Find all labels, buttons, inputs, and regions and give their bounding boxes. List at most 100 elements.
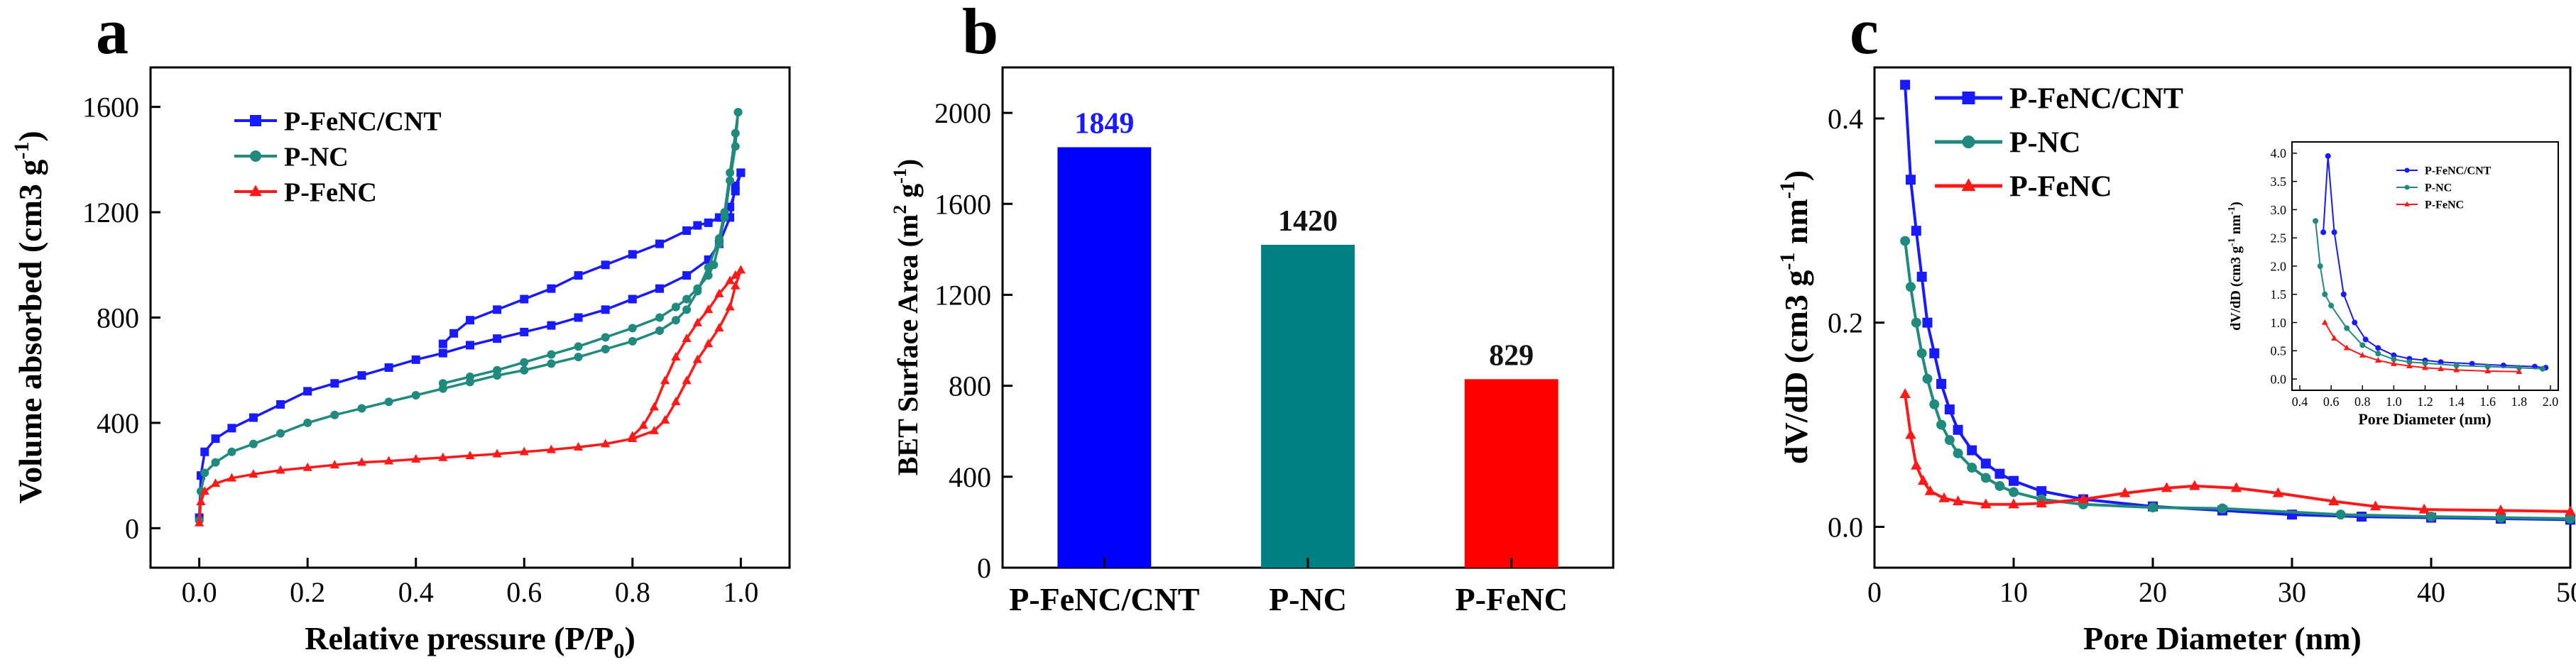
data-point-triangle (682, 375, 692, 385)
x-tick-label: 10 (1999, 576, 2028, 608)
data-point-circle (704, 271, 713, 280)
x-tick-label: 40 (2417, 576, 2445, 608)
data-point-circle (1994, 480, 2005, 491)
data-point-circle (411, 390, 420, 400)
bar-value-label: 1420 (1278, 205, 1338, 238)
legend-label: P-NC (2009, 127, 2080, 160)
data-point-circle (2469, 360, 2475, 367)
data-point-triangle (2453, 366, 2460, 373)
data-point-square (726, 202, 735, 211)
legend-marker (250, 150, 261, 162)
inset-x-axis-label: Pore Diameter (nm) (2358, 410, 2491, 428)
data-point-square (655, 284, 664, 293)
data-point-square (547, 284, 556, 293)
data-point-square (227, 424, 236, 433)
data-point-triangle (2495, 505, 2506, 515)
data-point-triangle (692, 354, 702, 363)
data-point-circle (1967, 463, 1977, 473)
data-point-circle (493, 365, 502, 375)
y-tick-label: 0.0 (1828, 511, 1863, 543)
y-tick-label: 0.0 (2271, 372, 2287, 386)
bar (1261, 244, 1355, 568)
data-point-square (357, 371, 366, 380)
x-categories-b: P-FeNC/CNT P-NC P-FeNC (1009, 558, 1568, 617)
data-point-square (1994, 468, 2005, 479)
data-point-circle (655, 326, 664, 336)
legend-label: P-FeNC/CNT (2425, 165, 2492, 177)
data-point-triangle (2321, 319, 2328, 325)
data-point-circle (2484, 363, 2491, 370)
inset-legend: P-FeNC/CNT P-NC P-FeNC (2396, 165, 2492, 211)
data-point-square (200, 447, 209, 456)
y-tick-label: 400 (949, 461, 991, 493)
data-point-triangle (736, 265, 746, 274)
data-point-circle (1953, 448, 1963, 458)
data-point-triangle (1899, 388, 1911, 399)
data-point-square (628, 294, 637, 304)
data-point-circle (1936, 419, 1947, 430)
data-point-circle (714, 239, 724, 248)
data-point-circle (211, 458, 220, 467)
data-point-circle (1905, 282, 1916, 292)
y-tick-label: 1600 (934, 188, 991, 220)
data-point-triangle (703, 338, 714, 348)
data-point-triangle (2418, 503, 2430, 514)
panel-c: c 0.0 0.2 0.4 0 10 20 30 40 50 Pore Diameter (n… (1776, 0, 2576, 656)
data-point-square (1980, 458, 1991, 469)
y-tick-label: 800 (949, 370, 991, 402)
data-point-triangle (660, 375, 670, 385)
data-point-triangle (1924, 485, 1936, 495)
data-point-square (1936, 379, 1947, 390)
data-point-circle (2391, 356, 2397, 363)
data-point-triangle (2161, 482, 2173, 492)
panel-letter-b: b (962, 0, 998, 67)
data-point-triangle (2422, 364, 2428, 370)
legend-marker (1962, 136, 1975, 148)
data-point-triangle (546, 444, 557, 453)
data-point-square (1922, 317, 1933, 328)
x-tick-label: 0.4 (398, 576, 434, 608)
y-tick-label: 4.0 (2271, 146, 2287, 160)
data-point-triangle (725, 275, 735, 285)
inset-x-ticks: 0.4 0.6 0.8 1.0 1.2 1.4 1.6 1.8 2.0 (2292, 385, 2558, 409)
legend-marker (1962, 92, 1975, 104)
data-point-triangle (2331, 335, 2337, 341)
x-category-label: P-FeNC/CNT (1009, 581, 1199, 617)
x-tick-label: 0.2 (290, 576, 325, 608)
data-point-circle (2426, 512, 2436, 522)
data-point-triangle (196, 497, 206, 506)
data-point-triangle (628, 431, 638, 440)
y-tick-label: 1.0 (2271, 316, 2287, 330)
data-point-circle (2317, 263, 2323, 269)
data-point-triangle (2230, 482, 2242, 492)
data-point-circle (2335, 509, 2346, 520)
data-point-square (303, 387, 312, 396)
data-point-circle (357, 404, 366, 413)
x-tick-label: 0.0 (182, 576, 217, 608)
data-point-triangle (492, 448, 502, 458)
data-point-triangle (200, 486, 209, 495)
data-point-square (574, 271, 583, 280)
data-point-square (574, 313, 583, 322)
series-line (2324, 321, 2519, 373)
x-tick-label: 50 (2556, 576, 2576, 608)
x-tick-label: 1.4 (2448, 395, 2465, 409)
data-point-circle (655, 313, 664, 322)
data-point-square (682, 226, 692, 236)
data-point-triangle (2374, 357, 2381, 363)
legend-marker (2404, 167, 2410, 173)
data-point-square (628, 250, 637, 259)
data-point-circle (2331, 229, 2337, 236)
x-tick-label: 0.8 (615, 576, 650, 608)
data-point-circle (2375, 351, 2381, 357)
data-point-circle (227, 447, 236, 456)
x-axis-label-c: Pore Diameter (nm) (2083, 620, 2362, 656)
data-point-triangle (692, 317, 702, 326)
data-point-circle (726, 176, 735, 185)
data-point-triangle (438, 452, 448, 461)
bar-value-label: 1849 (1074, 107, 1134, 140)
inset-y-axis-label: dV/dD (cm3 g-1 nm-1) (2227, 202, 2244, 331)
data-point-square (211, 434, 220, 444)
data-point-circle (2148, 502, 2158, 513)
data-point-triangle (465, 451, 475, 460)
